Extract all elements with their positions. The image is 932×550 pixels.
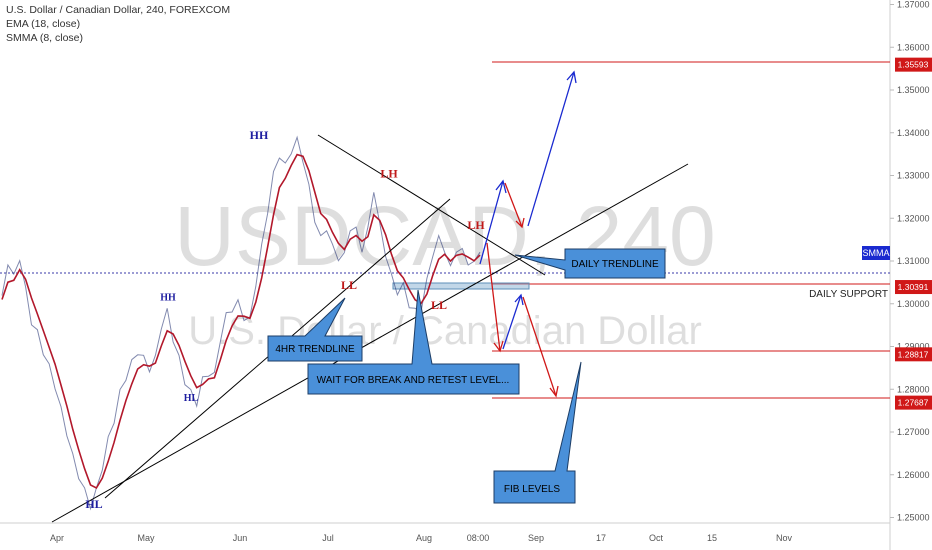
y-tick-label: 1.36000 xyxy=(897,42,930,52)
y-tick-label: 1.29000 xyxy=(897,342,930,352)
swing-label: HL xyxy=(184,393,199,404)
support-zone-box[interactable] xyxy=(392,282,530,290)
descending-trendline[interactable] xyxy=(317,134,546,276)
price-tag-box xyxy=(895,395,932,410)
wait-break-retest-callout[interactable]: WAIT FOR BREAK AND RETEST LEVEL... xyxy=(307,289,520,395)
daily-trendline[interactable] xyxy=(51,163,689,523)
price-tag-label: 1.35593 xyxy=(898,60,929,70)
blue-arrowhead-1 xyxy=(495,179,507,194)
blue-projection-arrow-1[interactable] xyxy=(479,180,504,265)
price-tags: 1.35593 1.30391 1.28817 1.27687 xyxy=(895,57,932,410)
red-arrowhead-3 xyxy=(549,385,559,398)
y-tick-label: 1.25000 xyxy=(897,513,930,523)
price-tag-box xyxy=(895,347,932,362)
ema-indicator-label[interactable]: EMA (18, close) xyxy=(6,18,81,30)
daily-trendline-label: DAILY TRENDLINE xyxy=(571,259,659,270)
y-tick-label: 1.31000 xyxy=(897,256,930,266)
swing-label: HH xyxy=(250,128,269,142)
y-tick-label: 1.37000 xyxy=(897,0,930,10)
daily-support-label: DAILY SUPPORT xyxy=(809,289,888,300)
y-tick-label: 1.30000 xyxy=(897,299,930,309)
fib-levels-callout[interactable]: FIB LEVELS xyxy=(493,361,582,504)
y-tick-label: 1.33000 xyxy=(897,171,930,181)
blue-projection-arrow-2[interactable] xyxy=(527,71,575,227)
swing-labels: HH LH LH LL LL HH HL HL xyxy=(85,128,485,511)
x-tick-label: 17 xyxy=(596,533,606,543)
y-tick-label: 1.26000 xyxy=(897,470,930,480)
swing-label: LH xyxy=(380,167,398,181)
x-axis-ticks: Apr May Jun Jul Aug 08:00 Sep 17 Oct 15 Nov xyxy=(50,533,793,543)
x-tick-label: 15 xyxy=(707,533,717,543)
blue-arrowhead-2 xyxy=(566,70,577,84)
smma-tag-label: SMMA xyxy=(863,248,890,258)
daily-trendline-callout[interactable]: DAILY TRENDLINE xyxy=(514,248,666,279)
blue-arrowhead-3 xyxy=(514,293,524,306)
red-arrowhead-2 xyxy=(493,340,504,353)
swing-label: LL xyxy=(431,298,447,312)
price-tag-box xyxy=(895,280,932,295)
swing-label: HH xyxy=(160,292,176,303)
swing-label: LH xyxy=(467,218,485,232)
price-series-line xyxy=(1,135,481,511)
name-watermark: U.S. Dollar / Canadian Dollar xyxy=(188,309,702,353)
smma-series-line xyxy=(1,153,481,490)
price-tag-label: 1.27687 xyxy=(898,398,929,408)
x-tick-label: Nov xyxy=(776,533,793,543)
blue-projection-arrow-3[interactable] xyxy=(502,294,522,350)
x-tick-label: May xyxy=(137,533,155,543)
x-tick-label: 08:00 xyxy=(467,533,490,543)
swing-label: HL xyxy=(85,497,102,511)
y-tick-label: 1.35000 xyxy=(897,85,930,95)
price-tag-label: 1.30391 xyxy=(898,282,929,292)
x-tick-label: Apr xyxy=(50,533,64,543)
red-projection-arrow-3[interactable] xyxy=(522,296,557,397)
y-axis-ticks: 1.37000 1.36000 1.35000 1.34000 1.33000 1.320… xyxy=(890,0,930,523)
x-tick-label: Jul xyxy=(322,533,334,543)
fib-levels-label: FIB LEVELS xyxy=(504,484,560,495)
smma-tag[interactable]: SMMA xyxy=(862,246,890,260)
x-tick-label: Sep xyxy=(528,533,544,543)
4hr-trendline-label: 4HR TRENDLINE xyxy=(275,344,355,355)
y-tick-label: 1.34000 xyxy=(897,128,930,138)
red-projection-arrow-1[interactable] xyxy=(504,182,523,228)
x-tick-label: Jun xyxy=(233,533,248,543)
x-tick-label: Oct xyxy=(649,533,664,543)
red-projection-arrow-2[interactable] xyxy=(486,242,501,352)
x-tick-label: Aug xyxy=(416,533,432,543)
chart-title: U.S. Dollar / Canadian Dollar, 240, FORE… xyxy=(6,4,231,16)
y-tick-label: 1.27000 xyxy=(897,427,930,437)
y-tick-label: 1.32000 xyxy=(897,213,930,223)
smma-indicator-label[interactable]: SMMA (8, close) xyxy=(6,32,84,44)
price-tag-label: 1.28817 xyxy=(898,349,929,359)
y-tick-label: 1.28000 xyxy=(897,384,930,394)
price-tag-box xyxy=(895,57,932,72)
wait-break-retest-label: WAIT FOR BREAK AND RETEST LEVEL... xyxy=(317,375,510,386)
4hr-trendline-callout[interactable]: 4HR TRENDLINE xyxy=(267,297,363,362)
swing-label: LL xyxy=(341,278,357,292)
red-arrowhead-1 xyxy=(515,217,525,229)
